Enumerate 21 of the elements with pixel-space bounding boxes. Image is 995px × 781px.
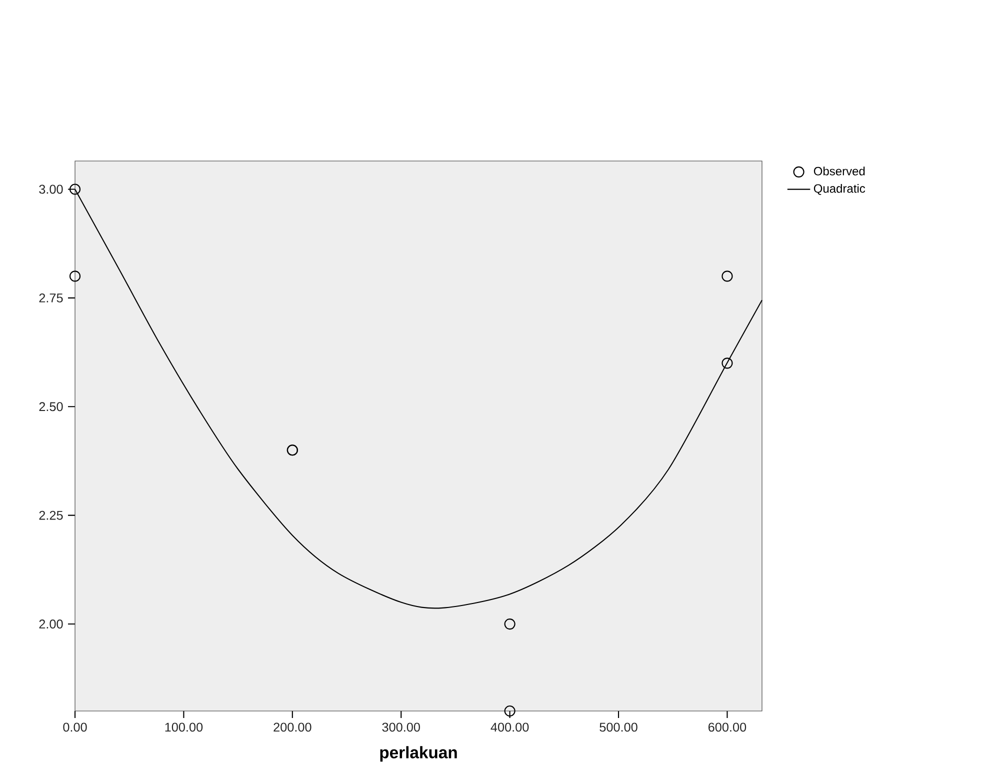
x-tick-label: 100.00 xyxy=(165,722,203,732)
x-axis-title: perlakuan xyxy=(380,746,457,762)
y-tick-label: 2.50 xyxy=(39,402,63,412)
point xyxy=(722,270,733,282)
x-tick-label: 300.00 xyxy=(382,722,420,732)
x-tick-label: 600.00 xyxy=(708,722,746,732)
point xyxy=(69,184,81,195)
x-tick-label: 500.00 xyxy=(600,722,638,732)
y-tick-label: 2.75 xyxy=(39,293,63,302)
point xyxy=(722,358,733,369)
y-tick-label: 2.25 xyxy=(39,510,63,520)
x-tick-label: 0.00 xyxy=(63,722,87,732)
y-tick-label: 2.00 xyxy=(39,620,63,629)
point xyxy=(504,618,516,630)
point xyxy=(69,270,81,282)
x-tick-label: 400.00 xyxy=(490,722,529,732)
legend-label: Observed xyxy=(814,166,865,176)
point xyxy=(504,705,516,717)
x-tick-label: 200.00 xyxy=(274,722,312,732)
y-tick-label: 3.00 xyxy=(39,184,63,194)
legend-label: Quadratic xyxy=(814,184,866,195)
